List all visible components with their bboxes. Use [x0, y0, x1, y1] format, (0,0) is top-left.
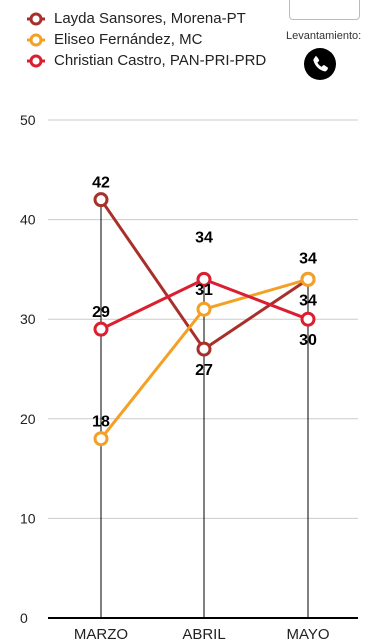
- y-tick-label: 10: [20, 510, 36, 526]
- legend-marker-icon: [27, 54, 45, 67]
- legend-item: Layda Sansores, Morena-PT: [26, 8, 266, 29]
- y-tick-label: 50: [20, 112, 36, 128]
- legend-marker-icon: [27, 33, 45, 46]
- data-point: [300, 311, 316, 327]
- legend-item: Eliseo Fernández, MC: [26, 29, 266, 50]
- data-label: 29: [92, 304, 110, 321]
- legend-item: Christian Castro, PAN-PRI-PRD: [26, 50, 266, 71]
- data-point: [93, 431, 109, 447]
- data-point: [196, 341, 212, 357]
- y-tick-label: 30: [20, 311, 36, 327]
- data-point: [93, 321, 109, 337]
- legend-marker-icon: [27, 12, 45, 25]
- data-label: 30: [299, 332, 317, 349]
- x-tick-label: MAYO: [286, 626, 329, 639]
- data-label: 18: [92, 414, 110, 431]
- data-point: [196, 271, 212, 287]
- x-tick-label: ABRIL: [182, 626, 225, 639]
- survey-method-label: Levantamiento:: [286, 30, 362, 42]
- legend-label: Eliseo Fernández, MC: [54, 31, 203, 48]
- data-point: [196, 301, 212, 317]
- logo-box: [289, 0, 360, 20]
- y-tick-label: 20: [20, 411, 36, 427]
- data-label: 34: [195, 229, 213, 246]
- data-label: 42: [92, 175, 110, 192]
- legend-label: Christian Castro, PAN-PRI-PRD: [54, 52, 267, 69]
- data-label: 34: [299, 292, 317, 309]
- phone-icon: [304, 48, 336, 80]
- legend-label: Layda Sansores, Morena-PT: [54, 10, 246, 27]
- data-point: [93, 192, 109, 208]
- data-point: [300, 271, 316, 287]
- y-tick-label: 0: [20, 610, 28, 626]
- chart-legend: Layda Sansores, Morena-PT Eliseo Fernánd…: [26, 8, 266, 71]
- data-label: 31: [195, 282, 213, 299]
- data-label: 27: [195, 362, 213, 379]
- y-tick-label: 40: [20, 212, 36, 228]
- data-label: 34: [299, 250, 317, 267]
- x-tick-label: MARZO: [74, 626, 128, 639]
